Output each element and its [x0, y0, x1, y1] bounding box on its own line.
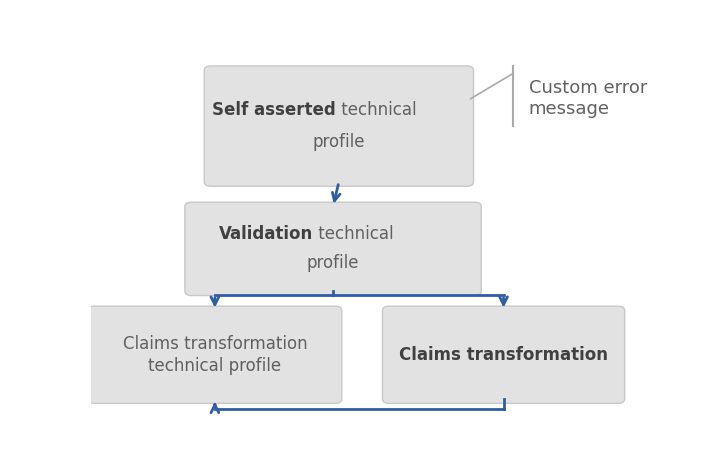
- Text: Self asserted: Self asserted: [212, 101, 336, 119]
- FancyBboxPatch shape: [204, 66, 473, 186]
- Text: Validation: Validation: [219, 226, 313, 243]
- Text: technical profile: technical profile: [148, 357, 281, 375]
- FancyBboxPatch shape: [88, 306, 342, 403]
- FancyBboxPatch shape: [382, 306, 624, 403]
- Text: profile: profile: [313, 133, 365, 151]
- FancyBboxPatch shape: [185, 202, 481, 296]
- Text: Custom error
message: Custom error message: [529, 79, 647, 118]
- Text: technical: technical: [336, 101, 417, 119]
- Text: Claims transformation: Claims transformation: [123, 335, 308, 353]
- Text: profile: profile: [307, 254, 359, 273]
- Text: technical: technical: [313, 226, 394, 243]
- Text: Claims transformation: Claims transformation: [399, 346, 608, 364]
